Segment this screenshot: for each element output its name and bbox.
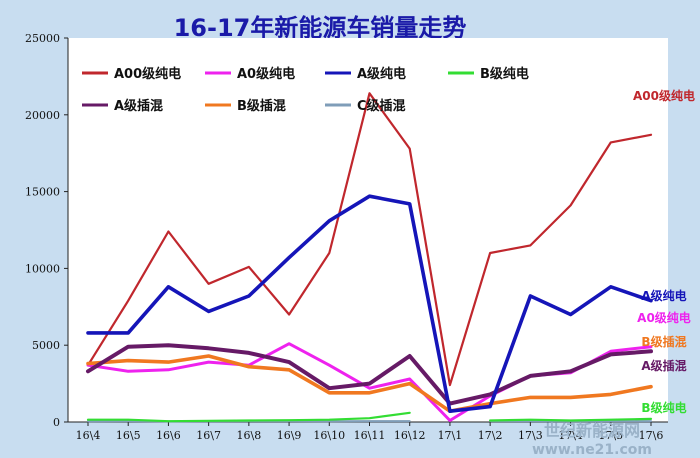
y-tick-label: 5000 [32, 339, 60, 352]
watermark: 世纪新能源网 www.ne21.com [532, 421, 652, 458]
legend-label: A00级纯电 [114, 66, 181, 82]
x-tick-label: 16\7 [196, 429, 221, 442]
x-tick-label: 16\4 [76, 429, 101, 442]
series-3 [86, 411, 653, 423]
series-line [489, 417, 653, 422]
x-tick-label: 16\9 [277, 429, 302, 442]
series-end-label: A级纯电 [641, 288, 686, 303]
series-end-labels: A00级纯电 A0级纯电 A级纯电 B级纯电 A级插混 B级插混 [633, 88, 695, 415]
legend-label: A级纯电 [357, 66, 406, 82]
watermark-line1: 世纪新能源网 [544, 421, 640, 440]
x-tick-label: 16\5 [116, 429, 141, 442]
series-2 [86, 194, 653, 414]
series-line [86, 343, 653, 406]
y-tick-label: 20000 [25, 109, 60, 122]
series-lines [86, 92, 653, 423]
series-line [86, 411, 411, 423]
legend-label: A级插混 [114, 98, 163, 114]
x-tick-label: 16\10 [313, 429, 345, 442]
series-line [86, 354, 653, 414]
series-0 [86, 92, 653, 387]
legend-label: C级插混 [357, 98, 406, 114]
x-axis-ticks: 16\4 16\5 16\6 16\7 16\8 16\9 16\10 16\11 16\12 1… [76, 422, 664, 442]
x-tick-label: 17\1 [438, 429, 463, 442]
y-tick-label: 10000 [25, 262, 60, 275]
series-4 [86, 343, 653, 406]
series-line [86, 92, 653, 387]
series-5 [86, 354, 653, 414]
x-tick-label: 17\6 [639, 429, 664, 442]
legend-label: B级插混 [237, 98, 286, 114]
x-tick-label: 17\5 [598, 429, 623, 442]
x-tick-label: 17\3 [518, 429, 543, 442]
legend-label: B级纯电 [480, 66, 529, 82]
x-tick-label: 16\11 [354, 429, 386, 442]
y-tick-label: 15000 [25, 186, 60, 199]
legend-label: A0级纯电 [237, 66, 295, 82]
series-end-label: A00级纯电 [633, 88, 695, 103]
x-tick-label: 16\6 [156, 429, 181, 442]
x-tick-label: 17\4 [558, 429, 583, 442]
y-tick-label: 0 [53, 416, 60, 429]
series-line [86, 194, 653, 414]
y-axis-ticks: 0 5000 10000 15000 20000 25000 [25, 32, 68, 429]
x-tick-label: 17\2 [478, 429, 503, 442]
chart-title: 16-17年新能源车销量走势 [174, 14, 467, 42]
series-end-label: B级插混 [641, 334, 686, 349]
x-tick-label: 16\12 [394, 429, 426, 442]
series-end-label: B级纯电 [641, 400, 686, 415]
y-tick-label: 25000 [25, 32, 60, 45]
legend: A00级纯电 A0级纯电 A级纯电 B级纯电 A级插混 B级插混 C级插混 [82, 66, 529, 114]
watermark-line2: www.ne21.com [532, 442, 652, 458]
series-end-label: A0级纯电 [637, 310, 691, 325]
x-tick-label: 16\8 [237, 429, 262, 442]
series-end-label: A级插混 [641, 358, 686, 373]
